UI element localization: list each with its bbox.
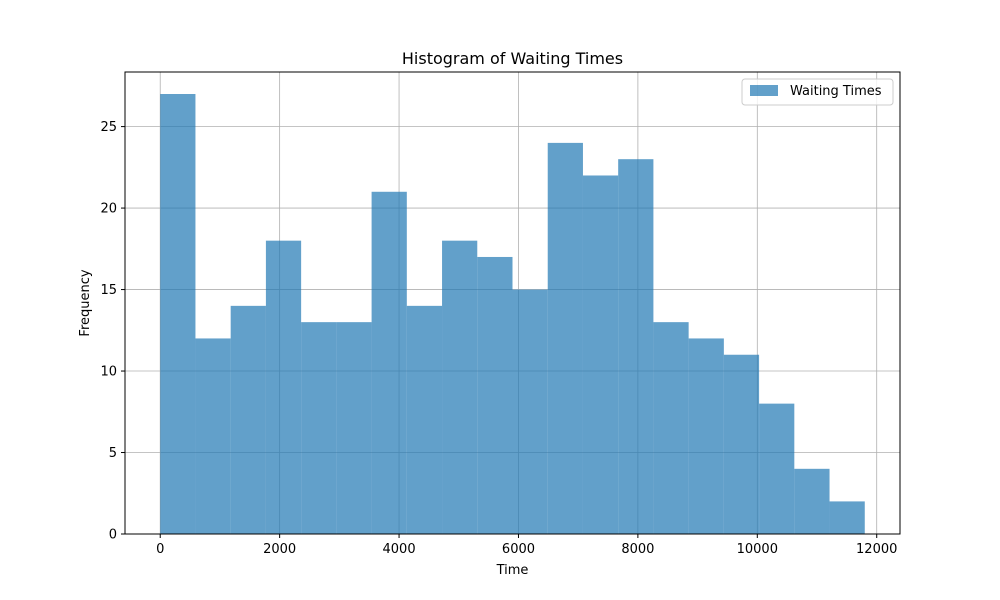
histogram-bar <box>160 94 196 534</box>
histogram-bar <box>653 322 689 534</box>
y-tick-label: 20 <box>100 202 117 217</box>
x-tick-label: 12000 <box>856 542 897 557</box>
histogram-bar <box>336 322 372 534</box>
histogram-bar <box>442 240 478 534</box>
histogram-bar <box>582 175 619 534</box>
legend-label: Waiting Times <box>790 84 882 99</box>
histogram-bar <box>794 468 830 534</box>
y-tick-label: 5 <box>109 446 117 461</box>
x-axis-label: Time <box>496 563 529 578</box>
x-tick-label: 2000 <box>263 542 296 557</box>
histogram-bar <box>371 191 407 534</box>
histogram-bar <box>265 240 302 534</box>
y-tick-label: 0 <box>109 528 117 543</box>
histogram-bar <box>406 305 443 534</box>
x-tick-label: 6000 <box>502 542 535 557</box>
histogram-bar <box>759 403 795 534</box>
y-axis-label: Frequency <box>78 269 93 336</box>
x-tick-label: 10000 <box>737 542 778 557</box>
legend-box <box>741 78 894 106</box>
x-axis-ticks: 0 2000 4000 6000 8000 10000 12000 <box>156 534 897 557</box>
histogram-bar <box>477 256 513 534</box>
x-tick-label: 4000 <box>383 542 416 557</box>
histogram-bar <box>547 142 583 534</box>
x-tick-label: 0 <box>156 542 164 557</box>
y-axis-ticks: 0 5 10 15 20 25 <box>100 120 125 543</box>
histogram-bar <box>512 289 548 534</box>
legend-swatch <box>750 85 778 96</box>
y-tick-label: 25 <box>100 120 117 135</box>
y-tick-label: 15 <box>100 283 117 298</box>
plot-frame <box>124 71 901 535</box>
histogram-bar <box>618 159 654 534</box>
histogram-bar <box>195 338 231 534</box>
histogram-bars <box>160 94 865 534</box>
histogram-bar <box>688 338 724 534</box>
histogram-bar <box>723 354 760 534</box>
histogram-bar <box>230 305 266 534</box>
histogram-bar <box>829 501 865 534</box>
y-tick-label: 10 <box>100 365 117 380</box>
chart-title: Histogram of Waiting Times <box>402 49 623 68</box>
legend: Waiting Times <box>741 78 894 106</box>
histogram-bar <box>301 322 337 534</box>
x-tick-label: 8000 <box>621 542 654 557</box>
